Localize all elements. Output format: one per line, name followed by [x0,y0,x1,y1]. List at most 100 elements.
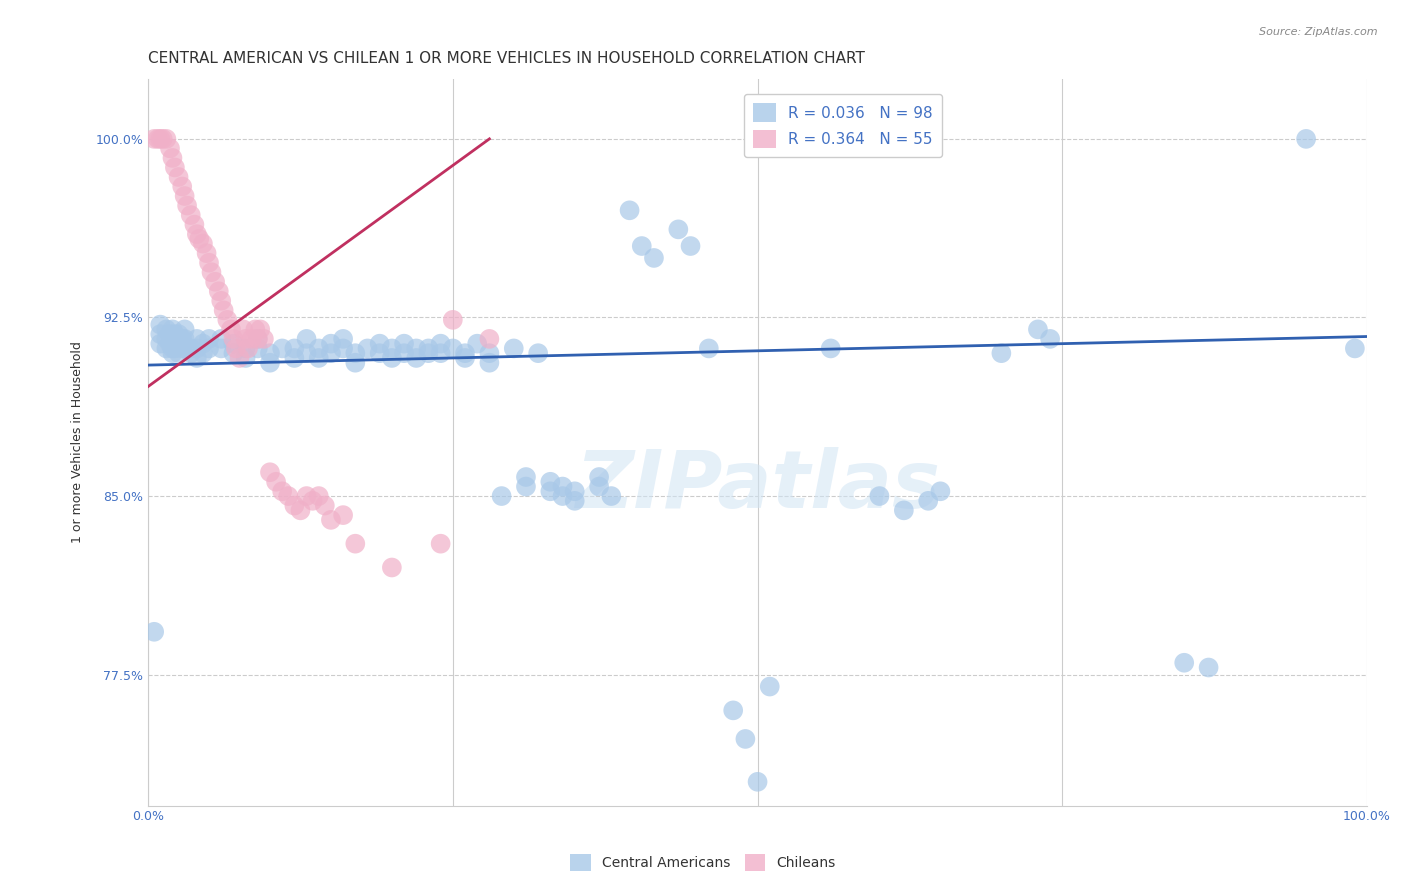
Point [222,336,245,351]
Point [173,189,195,203]
Text: ZIPatlas: ZIPatlas [575,447,941,525]
Point [149,336,172,351]
Point [246,342,269,356]
Point [1173,656,1195,670]
Point [208,285,231,299]
Point [381,351,404,365]
Point [527,346,550,360]
Point [222,346,245,360]
Point [515,479,537,493]
Point [551,489,574,503]
Point [162,151,184,165]
Point [679,239,702,253]
Point [1198,660,1220,674]
Point [478,346,501,360]
Point [283,351,305,365]
Point [381,560,404,574]
Legend: R = 0.036   N = 98, R = 0.364   N = 55: R = 0.036 N = 98, R = 0.364 N = 55 [744,95,942,158]
Point [381,342,404,356]
Point [368,346,391,360]
Point [191,336,214,351]
Point [893,503,915,517]
Point [219,322,242,336]
Point [368,336,391,351]
Point [308,351,330,365]
Point [619,203,641,218]
Point [235,351,257,365]
Point [588,470,610,484]
Point [917,493,939,508]
Point [344,537,367,551]
Point [155,132,177,146]
Point [301,493,323,508]
Point [143,132,166,146]
Point [162,346,184,360]
Point [1026,322,1049,336]
Point [588,479,610,493]
Point [465,336,488,351]
Point [186,227,208,241]
Point [356,342,378,356]
Point [176,198,198,212]
Point [172,342,194,356]
Text: Source: ZipAtlas.com: Source: ZipAtlas.com [1260,27,1378,37]
Text: CENTRAL AMERICAN VS CHILEAN 1 OR MORE VEHICLES IN HOUSEHOLD CORRELATION CHART: CENTRAL AMERICAN VS CHILEAN 1 OR MORE VE… [148,51,865,66]
Point [149,132,172,146]
Point [869,489,891,503]
Point [630,239,652,253]
Point [246,332,269,346]
Point [454,351,477,365]
Point [249,322,271,336]
Point [162,322,184,336]
Point [167,327,190,342]
Point [149,327,172,342]
Point [253,332,276,346]
Point [162,342,184,356]
Point [441,313,464,327]
Point [259,346,281,360]
Point [159,336,181,351]
Point [240,332,263,346]
Point [217,313,239,327]
Point [222,332,245,346]
Point [515,470,537,484]
Point [191,236,214,251]
Point [392,336,415,351]
Point [198,332,221,346]
Point [478,332,501,346]
Point [200,265,222,279]
Point [820,342,842,356]
Point [283,499,305,513]
Point [149,318,172,332]
Point [441,342,464,356]
Point [332,342,354,356]
Point [264,475,287,489]
Point [564,493,586,508]
Y-axis label: 1 or more Vehicles in Household: 1 or more Vehicles in Household [72,342,84,543]
Point [990,346,1012,360]
Point [209,342,232,356]
Point [155,342,177,356]
Point [159,327,181,342]
Point [308,342,330,356]
Point [228,351,250,365]
Point [538,484,561,499]
Point [747,774,769,789]
Point [344,346,367,360]
Point [429,336,451,351]
Point [163,342,186,356]
Point [929,484,952,499]
Legend: Central Americans, Chileans: Central Americans, Chileans [565,848,841,876]
Point [277,489,299,503]
Point [491,489,513,503]
Point [392,346,415,360]
Point [314,499,336,513]
Point [319,346,342,360]
Point [173,332,195,346]
Point [454,346,477,360]
Point [232,322,254,336]
Point [159,141,181,155]
Point [152,132,174,146]
Point [204,275,226,289]
Point [418,342,440,356]
